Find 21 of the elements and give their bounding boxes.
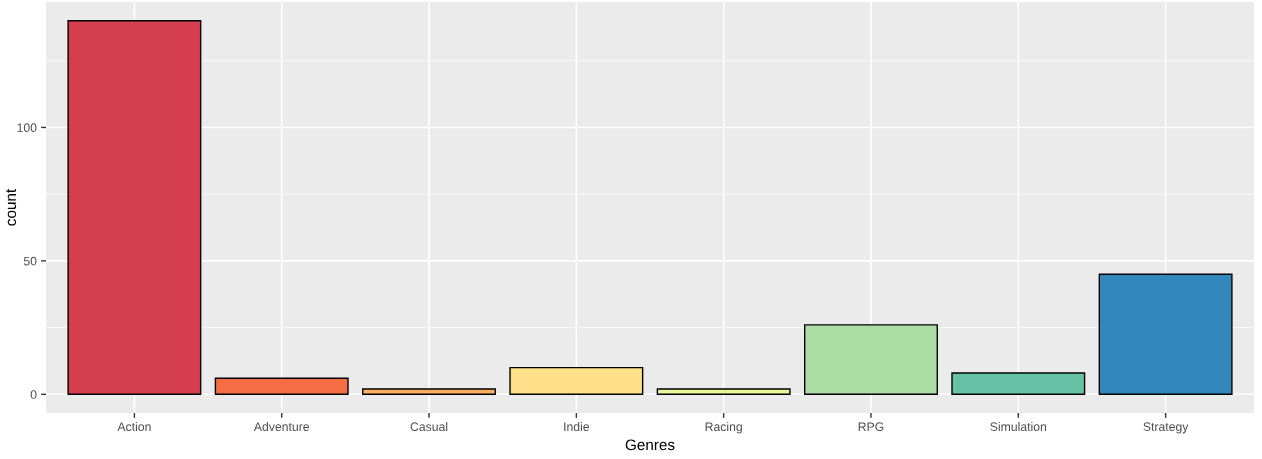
x-tick-label: Racing	[705, 422, 742, 434]
bar	[362, 388, 497, 396]
bar	[67, 19, 202, 396]
bar	[214, 377, 349, 396]
x-tick-label: Simulation	[990, 422, 1047, 432]
bar	[656, 388, 791, 396]
bar	[803, 324, 938, 396]
x-tick-label: RPG	[858, 422, 884, 432]
bar	[951, 372, 1086, 396]
bar	[509, 366, 644, 396]
x-tick-label: Adventure	[253, 422, 310, 432]
y-tick-label: 50	[23, 256, 37, 266]
x-tick-label: Indie	[564, 422, 590, 432]
x-axis-title: Genres	[625, 439, 675, 451]
x-tick-label: Casual	[410, 422, 448, 432]
x-tick-label: Strategy	[1143, 422, 1189, 434]
y-tick-label: 0	[30, 390, 37, 399]
x-tick-label: Action	[117, 422, 151, 432]
y-tick-label: 100	[17, 123, 37, 132]
bar	[1098, 273, 1233, 396]
y-axis-title: count	[6, 188, 17, 226]
